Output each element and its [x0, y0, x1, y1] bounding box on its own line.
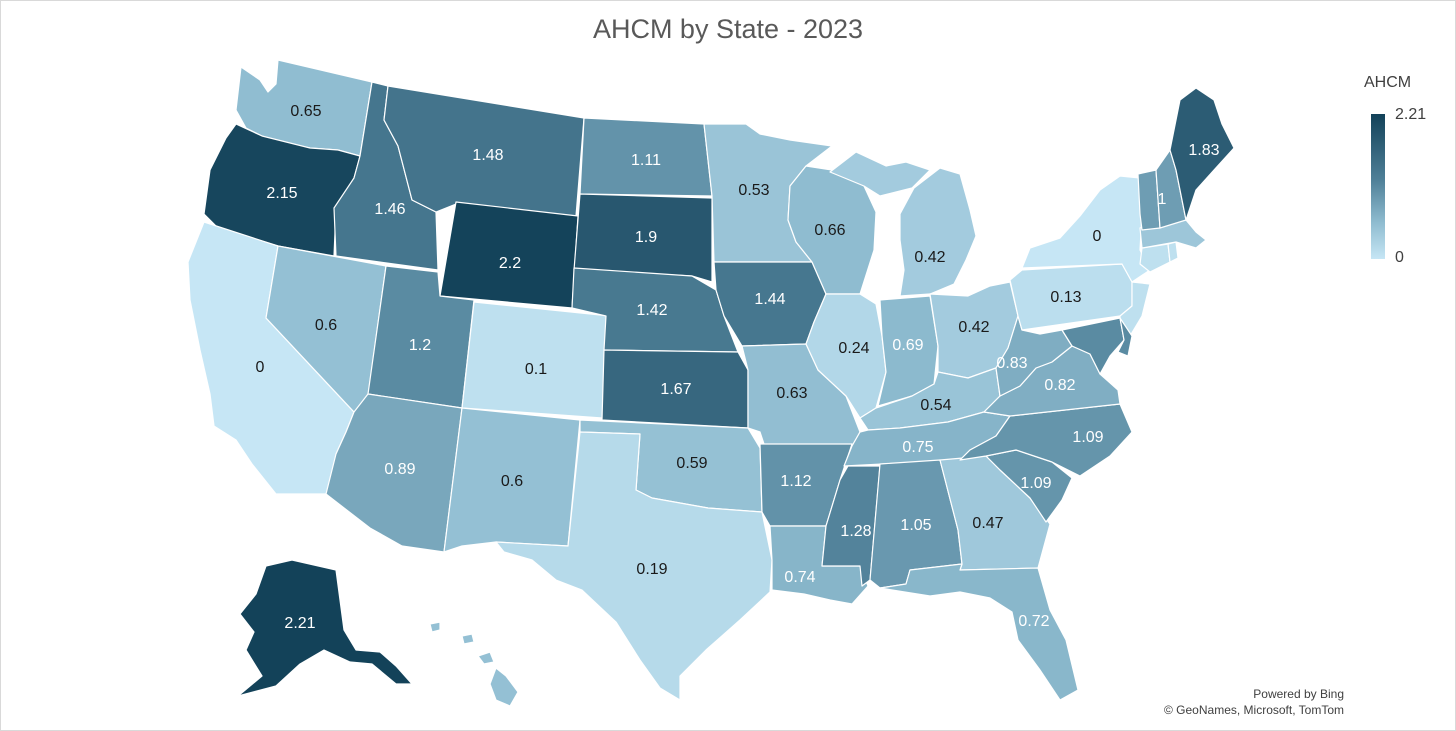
label-ne: 1.42	[636, 302, 667, 319]
label-ny: 0	[1093, 228, 1102, 245]
label-la: 0.74	[784, 569, 815, 586]
credits-attribution: © GeoNames, Microsoft, TomTom	[1164, 703, 1344, 717]
label-or: 2.15	[266, 185, 297, 202]
chart-title: AHCM by State - 2023	[592, 14, 864, 44]
label-co: 0.1	[525, 361, 547, 378]
label-in: 0.69	[892, 337, 923, 354]
label-wv: 0.83	[996, 355, 1027, 372]
legend-min-label: 0	[1395, 249, 1404, 266]
label-oh: 0.42	[958, 319, 989, 336]
label-ia: 1.44	[754, 291, 785, 308]
state-fl	[879, 563, 1079, 701]
label-nm: 0.6	[501, 473, 523, 490]
state-nc	[959, 403, 1133, 477]
label-va: 0.82	[1044, 377, 1075, 394]
state-ct	[1139, 243, 1171, 273]
label-ga: 0.47	[972, 515, 1003, 532]
state-mi	[899, 167, 977, 297]
state-hi	[489, 667, 519, 707]
label-ky: 0.54	[920, 397, 951, 414]
label-ms: 1.28	[840, 523, 871, 540]
label-ca: 0	[256, 359, 265, 376]
label-fl: 0.72	[1018, 613, 1049, 630]
state-vt	[1137, 169, 1161, 231]
state-ri	[1167, 241, 1179, 263]
state-tx	[495, 431, 773, 701]
state-co	[461, 301, 611, 419]
state-de	[1117, 317, 1133, 357]
legend-max-label: 2.21	[1395, 106, 1427, 123]
label-wa: 0.65	[290, 103, 321, 120]
label-ar: 1.12	[780, 473, 811, 490]
label-tx: 0.19	[636, 561, 667, 578]
label-nd: 1.11	[631, 152, 661, 169]
state-mt	[383, 85, 585, 217]
label-al: 1.05	[900, 517, 931, 534]
label-mt: 1.48	[472, 147, 503, 164]
label-ks: 1.67	[660, 381, 691, 398]
label-me: 1.83	[1188, 142, 1219, 159]
state-mi-up	[829, 151, 931, 197]
state-wi	[787, 165, 877, 295]
label-id: 1.46	[374, 201, 405, 218]
label-ok: 0.59	[676, 455, 707, 472]
map-credits: Powered by Bing © GeoNames, Microsoft, T…	[1164, 686, 1344, 718]
state-hi-kauai	[429, 621, 441, 633]
label-mn: 0.53	[738, 182, 769, 199]
label-mi: 0.42	[914, 249, 945, 266]
label-nc: 1.09	[1072, 429, 1103, 446]
state-hi-oahu	[461, 633, 475, 645]
state-ak	[237, 559, 413, 697]
label-sd: 1.9	[635, 229, 657, 246]
label-nh: 1	[1158, 191, 1167, 208]
legend-color-scale	[1371, 114, 1385, 259]
state-hi-maui	[477, 651, 495, 665]
state-sd	[573, 193, 713, 283]
label-az: 0.89	[384, 461, 415, 478]
label-tn: 0.75	[902, 439, 933, 456]
state-me	[1169, 87, 1235, 221]
label-wy: 2.2	[499, 255, 521, 272]
label-il: 0.24	[838, 340, 869, 357]
label-mo: 0.63	[776, 385, 807, 402]
label-wi: 0.66	[814, 222, 845, 239]
label-ut: 1.2	[409, 337, 431, 354]
label-pa: 0.13	[1050, 289, 1081, 306]
label-ak: 2.21	[284, 615, 315, 632]
credits-powered-by: Powered by Bing	[1253, 687, 1344, 701]
label-sc: 1.09	[1020, 475, 1051, 492]
label-nv: 0.6	[315, 317, 337, 334]
legend-title: AHCM	[1364, 74, 1412, 91]
